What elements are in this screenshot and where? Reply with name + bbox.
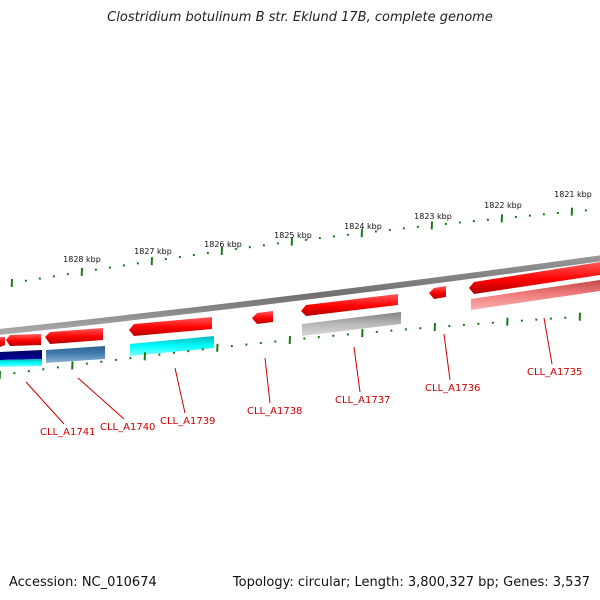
cds-arrow — [301, 294, 398, 316]
scale-label: 1827 kbp — [134, 247, 172, 256]
cds-arrow — [429, 286, 446, 299]
feature-bar-gray — [302, 312, 401, 336]
gene-label: CLL_A1735 — [527, 367, 582, 378]
feature-bar-cyan — [130, 336, 214, 356]
gene-labels: CLL_A1741 CLL_A1740 CLL_A1739 CLL_A1738 … — [40, 367, 582, 438]
feature-bar-pink — [471, 280, 600, 310]
feature-bar-steel — [46, 346, 105, 363]
cds-arrow — [6, 334, 41, 346]
feature-bar-cyan — [0, 359, 42, 367]
scale-label: 1822 kbp — [484, 201, 522, 210]
scale-label: 1825 kbp — [274, 231, 312, 240]
cds-arrow — [0, 337, 5, 347]
gene-label: CLL_A1740 — [100, 422, 155, 433]
inner-scale-ticks — [0, 312, 581, 380]
gene-label: CLL_A1736 — [425, 383, 480, 394]
scale-label: 1821 kbp — [554, 190, 592, 199]
feature-track — [0, 280, 600, 367]
gene-label: CLL_A1741 — [40, 427, 95, 438]
scale-label: 1824 kbp — [344, 222, 382, 231]
cds-arrow — [252, 311, 273, 324]
cds-arrow — [469, 262, 600, 294]
genome-backbone — [0, 255, 600, 335]
scale-label: 1823 kbp — [414, 212, 452, 221]
label-leaders — [25, 317, 553, 425]
accession-label: Accession: NC_010674 — [9, 575, 157, 590]
cds-arrow — [45, 328, 103, 344]
scale-label: 1826 kbp — [204, 240, 242, 249]
map-title: Clostridium botulinum B str. Eklund 17B,… — [107, 10, 493, 25]
forward-cds-track — [0, 262, 600, 347]
cds-arrow — [129, 317, 212, 336]
gene-label: CLL_A1739 — [160, 416, 215, 427]
gene-label: CLL_A1737 — [335, 395, 390, 406]
genome-summary: Topology: circular; Length: 3,800,327 bp… — [232, 575, 590, 590]
scale-labels: 1828 kbp 1827 kbp 1826 kbp 1825 kbp 1824… — [63, 190, 592, 264]
feature-bar-navy — [0, 350, 42, 360]
outer-scale-ticks — [10, 207, 587, 288]
gene-label: CLL_A1738 — [247, 406, 302, 417]
scale-label: 1828 kbp — [63, 255, 101, 264]
